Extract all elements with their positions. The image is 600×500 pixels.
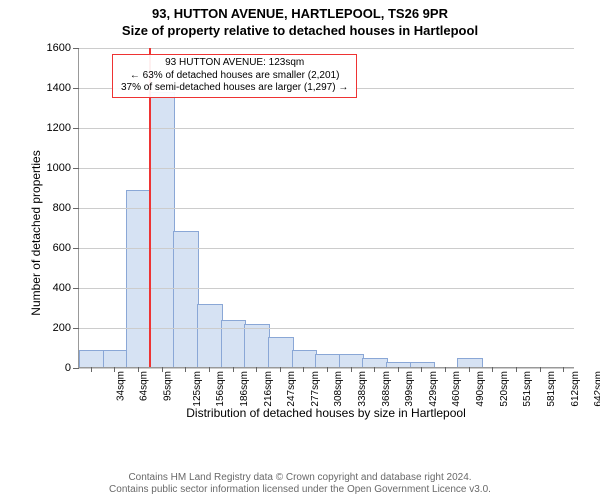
annotation-line-1: 93 HUTTON AVENUE: 123sqm <box>121 57 348 70</box>
x-tick <box>445 367 446 372</box>
histogram-bar <box>150 92 176 367</box>
x-tick-label: 520sqm <box>499 371 510 407</box>
histogram-bar <box>362 358 388 367</box>
histogram-bar <box>268 337 294 367</box>
x-tick <box>280 367 281 372</box>
x-tick <box>209 367 210 372</box>
histogram-bar <box>173 231 199 367</box>
x-tick <box>421 367 422 372</box>
x-tick <box>398 367 399 372</box>
x-tick <box>327 367 328 372</box>
histogram-bar <box>292 350 318 367</box>
x-tick <box>516 367 517 372</box>
y-tick-label: 1400 <box>47 82 79 94</box>
histogram-bar <box>79 350 105 367</box>
x-tick <box>303 367 304 372</box>
histogram-bar <box>386 362 412 367</box>
histogram-bar <box>103 350 129 367</box>
x-tick <box>114 367 115 372</box>
histogram-bar <box>221 320 247 367</box>
annotation-line-3: 37% of semi-detached houses are larger (… <box>121 82 348 95</box>
x-tick <box>492 367 493 372</box>
x-tick-label: 399sqm <box>404 371 415 407</box>
x-tick-label: 338sqm <box>357 371 368 407</box>
x-tick-label: 642sqm <box>593 371 600 407</box>
y-tick-label: 1600 <box>47 42 79 54</box>
x-tick <box>540 367 541 372</box>
y-tick-label: 200 <box>53 322 79 334</box>
x-tick-label: 125sqm <box>192 371 203 407</box>
x-tick <box>374 367 375 372</box>
x-tick-label: 186sqm <box>239 371 250 407</box>
footer-line-1: Contains HM Land Registry data © Crown c… <box>0 472 600 484</box>
x-tick-label: 581sqm <box>546 371 557 407</box>
x-tick-label: 429sqm <box>428 371 439 407</box>
gridline <box>79 48 574 49</box>
x-tick-label: 551sqm <box>522 371 533 407</box>
gridline <box>79 288 574 289</box>
chart-subtitle: Size of property relative to detached ho… <box>0 21 600 38</box>
x-tick <box>91 367 92 372</box>
histogram-bar <box>339 354 365 367</box>
x-tick-label: 460sqm <box>452 371 463 407</box>
x-tick-label: 277sqm <box>310 371 321 407</box>
y-tick-label: 400 <box>53 282 79 294</box>
chart-container: 93, HUTTON AVENUE, HARTLEPOOL, TS26 9PR … <box>0 0 600 500</box>
y-tick-label: 800 <box>53 202 79 214</box>
gridline <box>79 168 574 169</box>
histogram-bar <box>315 354 341 367</box>
x-tick-label: 64sqm <box>139 371 150 401</box>
x-tick <box>563 367 564 372</box>
x-tick <box>233 367 234 372</box>
x-tick-label: 612sqm <box>570 371 581 407</box>
y-tick-label: 0 <box>65 362 79 374</box>
x-axis-label: Distribution of detached houses by size … <box>78 406 574 420</box>
x-tick-label: 308sqm <box>333 371 344 407</box>
histogram-bar <box>197 304 223 367</box>
gridline <box>79 248 574 249</box>
x-tick <box>351 367 352 372</box>
x-tick-label: 247sqm <box>286 371 297 407</box>
x-tick <box>138 367 139 372</box>
histogram-bar <box>244 324 270 367</box>
gridline <box>79 128 574 129</box>
plot-region: 0200400600800100012001400160034sqm64sqm9… <box>78 48 574 368</box>
gridline <box>79 328 574 329</box>
x-tick <box>469 367 470 372</box>
x-tick <box>185 367 186 372</box>
footer-line-2: Contains public sector information licen… <box>0 484 600 496</box>
x-tick-label: 34sqm <box>115 371 126 401</box>
annotation-box: 93 HUTTON AVENUE: 123sqm← 63% of detache… <box>112 54 357 98</box>
y-tick-label: 1200 <box>47 122 79 134</box>
x-tick-label: 156sqm <box>215 371 226 407</box>
histogram-bar <box>457 358 483 367</box>
gridline <box>79 208 574 209</box>
annotation-line-2: ← 63% of detached houses are smaller (2,… <box>121 70 348 83</box>
y-axis-label: Number of detached properties <box>29 150 43 315</box>
x-tick <box>162 367 163 372</box>
x-tick-label: 216sqm <box>263 371 274 407</box>
x-tick-label: 368sqm <box>381 371 392 407</box>
chart-title: 93, HUTTON AVENUE, HARTLEPOOL, TS26 9PR <box>0 0 600 21</box>
x-tick-label: 95sqm <box>163 371 174 401</box>
y-tick-label: 1000 <box>47 162 79 174</box>
chart-area: Number of detached properties 0200400600… <box>38 48 578 418</box>
y-tick-label: 600 <box>53 242 79 254</box>
x-tick <box>256 367 257 372</box>
x-tick-label: 490sqm <box>475 371 486 407</box>
